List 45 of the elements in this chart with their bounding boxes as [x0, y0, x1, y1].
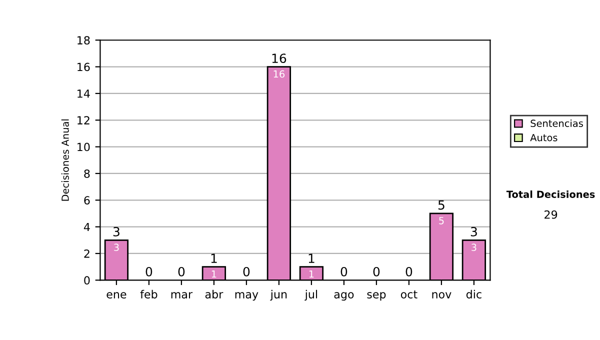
legend-label: Autos [530, 134, 558, 142]
x-tick-label: ago [334, 292, 354, 301]
y-tick-label: 14 [78, 90, 90, 98]
total-label: 5 [438, 200, 444, 210]
total-label: 0 [178, 266, 185, 276]
data-label: 16 [274, 70, 285, 78]
data-label: 1 [309, 270, 314, 278]
x-tick-label: jul [304, 290, 318, 301]
total-label: 1 [211, 254, 217, 263]
y-axis-title: Decisiones Anual [61, 119, 69, 201]
data-label: 5 [439, 217, 444, 224]
y-tick-label: 18 [78, 36, 90, 44]
legend-label: Sentencias [530, 119, 583, 128]
y-tick-label: 12 [78, 116, 90, 124]
x-tick-label: sep [367, 292, 386, 301]
total-label: 0 [373, 266, 380, 276]
x-tick-label: dic [466, 290, 482, 298]
data-label: 3 [114, 244, 119, 252]
total-label: 0 [243, 266, 250, 276]
total-label: 0 [146, 266, 152, 276]
total-label: 0 [406, 266, 412, 276]
y-tick-label: 6 [84, 196, 90, 205]
total-label: 1 [308, 254, 314, 263]
y-tick-label: 2 [84, 249, 90, 258]
total-label: 3 [470, 226, 477, 236]
x-tick-label: oct [400, 290, 418, 298]
total-label: 16 [272, 54, 286, 64]
x-tick-label: nov [432, 292, 452, 298]
y-tick-label: 8 [84, 169, 90, 178]
y-tick-label: 10 [78, 142, 90, 152]
x-tick-label: feb [140, 290, 158, 298]
x-tick-label: jun [270, 290, 287, 301]
x-tick-label: mar [171, 292, 193, 298]
text: Total Decisiones [506, 190, 595, 198]
x-tick-label: ene [106, 292, 126, 298]
total-label: 0 [340, 266, 348, 276]
x-tick-label: may [235, 292, 258, 301]
data-label: 1 [212, 270, 216, 278]
y-tick-label: 16 [78, 62, 90, 72]
text: 29 [544, 210, 558, 219]
y-tick-label: 4 [84, 222, 90, 232]
total-label: 3 [113, 226, 120, 236]
x-tick-label: abr [205, 290, 224, 298]
y-tick-label: 0 [84, 276, 90, 285]
data-label: 3 [472, 244, 476, 252]
